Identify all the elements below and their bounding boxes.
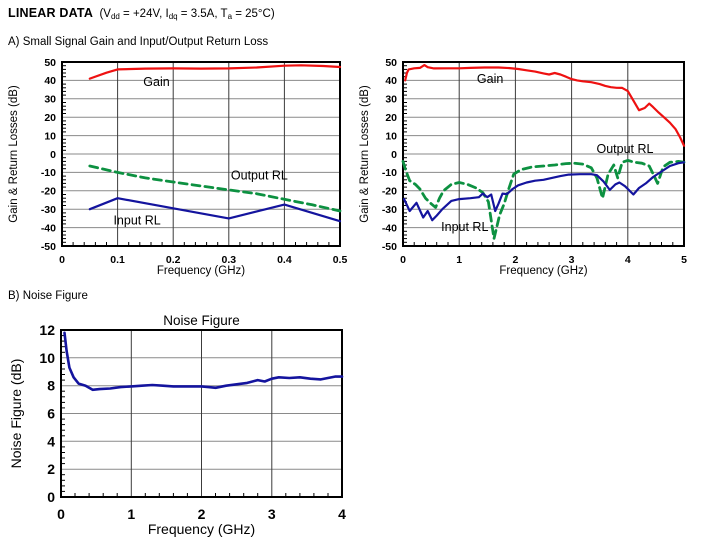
x-tick-label: 1: [456, 254, 462, 266]
x-tick-label: 4: [625, 254, 631, 266]
page-header: LINEAR DATA (Vdd = +24V, Idq = 3.5A, Ta …: [8, 6, 275, 21]
y-tick-label: -40: [41, 222, 56, 234]
y-tick-label: -20: [382, 186, 397, 198]
x-tick-label: 4: [338, 506, 346, 522]
x-tick-label: 3: [268, 506, 276, 522]
series-label-gain: Gain: [143, 75, 169, 89]
x-tick-label: 0.2: [166, 254, 181, 266]
x-tick-label: 0.5: [333, 254, 348, 266]
y-tick-label: 8: [47, 378, 55, 394]
series-label-input-rl: Input RL: [113, 213, 160, 227]
series-line-output-rl: [88, 164, 342, 213]
chart-title: Noise Figure: [163, 313, 240, 328]
x-tick-label: 0: [59, 254, 65, 266]
x-axis-title: Frequency (GHz): [499, 265, 587, 277]
y-tick-label: 20: [385, 112, 397, 124]
x-tick-label: 2: [198, 506, 206, 522]
y-tick-label: 10: [39, 350, 55, 366]
y-tick-label: -20: [41, 186, 56, 198]
test-conditions: (Vdd = +24V, Idq = 3.5A, Ta = 25°C): [93, 8, 275, 21]
series-line-input-rl: [88, 197, 342, 223]
series-label-input-rl: Input RL: [441, 220, 488, 234]
y-tick-label: -40: [382, 222, 397, 234]
x-axis-title: Frequency (GHz): [148, 521, 255, 537]
series-line-input-rl: [402, 161, 686, 222]
y-tick-label: 30: [44, 94, 56, 106]
x-axis-title: Frequency (GHz): [157, 265, 245, 277]
series-label-output-rl: Output RL: [231, 169, 288, 183]
series-label-output-rl: Output RL: [597, 142, 654, 156]
x-tick-label: 1: [127, 506, 135, 522]
x-tick-label: 0.3: [221, 254, 236, 266]
x-tick-label: 0: [57, 506, 65, 522]
y-tick-label: -50: [382, 241, 397, 253]
y-tick-label: 0: [391, 149, 397, 161]
section-a-heading: A) Small Signal Gain and Input/Output Re…: [8, 36, 269, 48]
y-tick-label: 0: [50, 149, 56, 161]
series-line-gain: [404, 64, 686, 147]
y-tick-label: 50: [44, 57, 56, 69]
y-tick-label: -50: [41, 241, 56, 253]
cond-sub-ta: a: [227, 12, 233, 21]
cond-text-3: = 3.5A, T: [177, 8, 228, 20]
cond-text-2: = +24V, I: [119, 8, 169, 20]
series-line-gain: [88, 64, 342, 80]
x-tick-label: 2: [512, 254, 518, 266]
y-tick-label: 4: [47, 433, 55, 449]
cond-sub-vdd: dd: [110, 12, 120, 21]
x-tick-label: 0.4: [277, 254, 292, 266]
plot-border: [60, 329, 343, 498]
plot-border: [61, 61, 341, 247]
y-tick-label: 30: [385, 94, 397, 106]
y-tick-label: 40: [44, 75, 56, 87]
x-tick-label: 0: [400, 254, 406, 266]
x-tick-label: 3: [569, 254, 575, 266]
cond-sub-idq: dq: [168, 12, 178, 21]
y-tick-label: 2: [47, 461, 55, 477]
series-line-output-rl: [401, 159, 686, 241]
y-tick-label: 40: [385, 75, 397, 87]
y-tick-label: 12: [39, 322, 55, 338]
y-tick-label: -30: [382, 204, 397, 216]
plot-border: [402, 61, 685, 247]
series-label-gain: Gain: [477, 72, 503, 86]
y-tick-label: -30: [41, 204, 56, 216]
y-tick-label: 50: [385, 57, 397, 69]
cond-text-1: (V: [93, 8, 111, 20]
y-axis-title: Gain & Return Losses (dB): [8, 85, 20, 223]
y-tick-label: -10: [41, 167, 56, 179]
y-tick-label: 6: [47, 406, 55, 422]
series-line-noise-figure: [63, 331, 344, 392]
x-tick-label: 0.1: [110, 254, 125, 266]
y-axis-title: Gain & Return Losses (dB): [359, 85, 371, 223]
cond-text-4: = 25°C): [232, 8, 275, 20]
x-tick-label: 5: [681, 254, 687, 266]
y-axis-title: Noise Figure (dB): [8, 359, 24, 469]
y-tick-label: 10: [385, 130, 397, 142]
y-tick-label: -10: [382, 167, 397, 179]
y-tick-label: 20: [44, 112, 56, 124]
y-tick-label: 0: [47, 489, 55, 505]
y-tick-label: 10: [44, 130, 56, 142]
linear-data-title: LINEAR DATA: [8, 6, 94, 20]
section-b-heading: B) Noise Figure: [8, 290, 88, 302]
